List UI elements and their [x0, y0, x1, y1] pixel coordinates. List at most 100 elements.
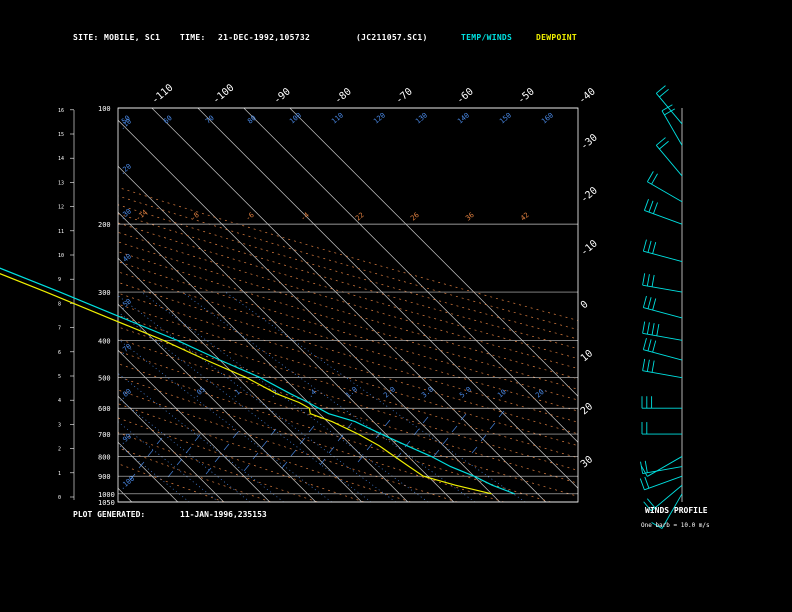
dry-adiabat-line — [118, 463, 225, 502]
mixing-ratio-label: .4 — [306, 388, 318, 400]
height-tick-label: 8 — [58, 301, 61, 307]
dry-adiabat-label: 36 — [464, 211, 476, 223]
dewpoint-profile-line — [0, 273, 492, 495]
top-row-label: 60 — [162, 114, 174, 126]
moist-tick — [147, 449, 154, 457]
wind-barb-staff — [643, 250, 683, 262]
left-edge-label: .40 — [118, 252, 133, 266]
pressure-tick-label: 1000 — [98, 491, 115, 499]
wind-barb-flag — [644, 476, 650, 489]
wind-barb-staff — [642, 370, 683, 379]
wind-barb-flag — [639, 478, 645, 491]
wind-barb-staff — [655, 145, 683, 177]
pressure-tick-label: 400 — [98, 337, 111, 345]
pressure-tick-label: 800 — [98, 453, 111, 461]
wind-barb-staff — [643, 349, 683, 361]
right-temp-label: 20 — [579, 401, 595, 417]
height-tick-label: 4 — [58, 398, 61, 404]
file-id: (JC211057.SC1) — [356, 33, 428, 42]
wind-barb-flag — [661, 104, 673, 112]
site-label: SITE: — [73, 33, 99, 42]
isotherm-line — [118, 303, 317, 502]
wind-barb-flag — [656, 323, 660, 336]
plot-area — [0, 108, 578, 502]
moist-tick — [460, 413, 467, 421]
isotherm-line — [197, 108, 578, 489]
moist-tick — [176, 458, 183, 466]
dry-adiabat-line — [118, 213, 578, 350]
time-label: TIME: — [180, 33, 206, 42]
moist-tick — [156, 437, 163, 445]
wind-barb-flag — [644, 460, 648, 473]
wind-barb-flag — [640, 461, 644, 474]
wind-barb-flag — [642, 337, 647, 350]
left-edge-label: .100 — [118, 475, 136, 492]
wind-barb-flag — [642, 295, 647, 308]
mixing-ratio-line — [141, 291, 429, 502]
plot-generated-value: 11-JAN-1996,235153 — [180, 510, 267, 519]
height-tick-label: 16 — [58, 108, 64, 114]
moist-tick — [346, 422, 353, 430]
isotherm-line — [118, 395, 225, 502]
isotherm-line — [118, 441, 179, 502]
dry-adiabat-line — [118, 389, 458, 502]
top-temp-label: -80 — [333, 86, 354, 106]
top-row-label: 140 — [456, 111, 471, 125]
height-tick-label: 12 — [58, 205, 64, 211]
right-temp-label: 10 — [579, 348, 595, 364]
mixing-ratio-line — [118, 372, 284, 502]
top-row-label: 100 — [288, 111, 303, 125]
isotherm-line — [0, 108, 40, 502]
moist-tick — [451, 425, 458, 433]
left-edge-label: .70 — [118, 342, 133, 356]
wind-barb-flag — [646, 322, 650, 335]
height-tick-label: 1 — [58, 471, 61, 477]
isotherm-line — [289, 108, 578, 397]
wind-barb-flag — [652, 241, 657, 254]
moist-tick — [489, 422, 496, 430]
moist-tick — [185, 446, 192, 454]
site-value: MOBILE, SC1 — [104, 33, 161, 42]
wind-barb-staff — [647, 456, 683, 477]
moist-tick — [138, 461, 145, 469]
isotherm-line — [118, 349, 271, 502]
wind-barb-flag — [651, 360, 655, 373]
mixing-ratio-line — [118, 444, 190, 502]
mixing-ratio-line — [118, 311, 372, 502]
pressure-tick-label: 700 — [98, 431, 111, 439]
top-row-label: 50 — [120, 114, 132, 126]
wind-barb-flag — [659, 88, 669, 98]
mixing-ratio-line — [118, 295, 396, 502]
moist-tick — [480, 434, 487, 442]
pressure-tick-label: 500 — [98, 375, 111, 383]
height-tick-label: 11 — [58, 229, 64, 235]
dry-adiabat-line — [118, 417, 365, 502]
mixing-ratio-label: .05 — [192, 385, 207, 399]
legend-dewpoint: DEWPOINT — [536, 33, 577, 42]
wind-barb-flag — [643, 199, 649, 211]
mixing-ratio-line — [181, 291, 476, 502]
mixing-ratio-label: 5.0 — [458, 385, 473, 399]
height-tick-label: 0 — [58, 495, 61, 501]
height-tick-label: 10 — [58, 253, 64, 259]
wind-barb-flag — [646, 359, 650, 372]
height-tick-label: 3 — [58, 422, 61, 428]
wind-barb-flag — [651, 274, 655, 287]
isotherm-line — [0, 108, 86, 502]
isotherm-line — [118, 119, 501, 502]
right-temp-label: 30 — [579, 454, 595, 470]
moist-tick — [290, 449, 297, 457]
pressure-tick-label: 200 — [98, 221, 111, 229]
pressure-tick-label: 600 — [98, 405, 111, 413]
moist-tick — [252, 452, 259, 460]
height-tick-label: 7 — [58, 326, 61, 332]
height-tick-label: 14 — [58, 156, 64, 162]
wind-barb-staff — [643, 307, 683, 319]
wind-barb-staff — [647, 181, 683, 203]
top-row-label: 70 — [204, 114, 216, 126]
wind-barb-flag — [647, 240, 652, 253]
wind-barb-staff — [642, 284, 683, 293]
moist-tick — [261, 440, 268, 448]
moist-tick — [471, 446, 478, 454]
